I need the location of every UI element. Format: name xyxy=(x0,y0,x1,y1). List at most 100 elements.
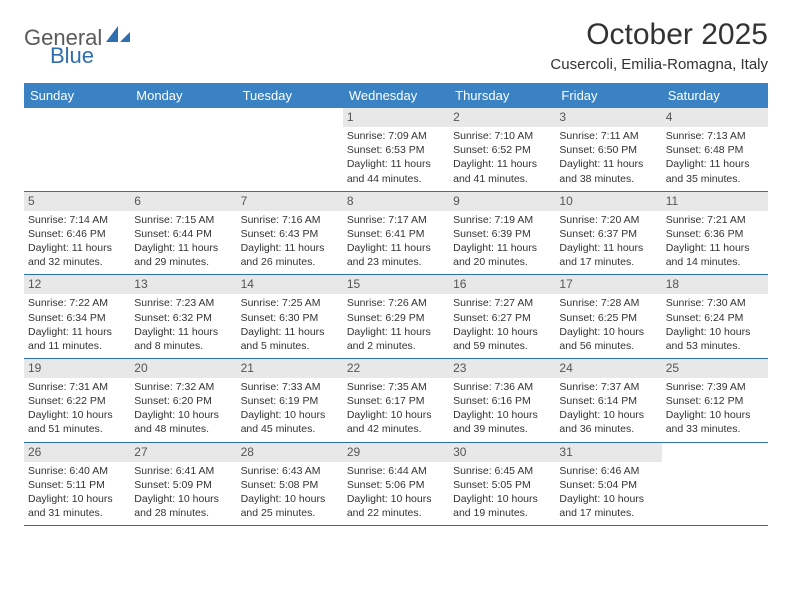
cell-text-d2: and 53 minutes. xyxy=(666,340,764,353)
page-header: General Blue October 2025 Cusercoli, Emi… xyxy=(24,18,768,79)
calendar-week-row: 5Sunrise: 7:14 AMSunset: 6:46 PMDaylight… xyxy=(24,192,768,276)
cell-text-sr: Sunrise: 7:32 AM xyxy=(134,381,232,394)
daynum-band: 18 xyxy=(662,275,768,294)
cell-text-ss: Sunset: 6:16 PM xyxy=(453,395,551,408)
calendar-day-cell: 11Sunrise: 7:21 AMSunset: 6:36 PMDayligh… xyxy=(662,192,768,275)
cell-text-ss: Sunset: 6:37 PM xyxy=(559,228,657,241)
cell-text-d1: Daylight: 10 hours xyxy=(559,326,657,339)
daynum-band: 27 xyxy=(130,443,236,462)
daynum-band: 12 xyxy=(24,275,130,294)
calendar-day-cell: 4Sunrise: 7:13 AMSunset: 6:48 PMDaylight… xyxy=(662,108,768,191)
calendar-day-cell: 14Sunrise: 7:25 AMSunset: 6:30 PMDayligh… xyxy=(237,275,343,358)
calendar-day-cell: 20Sunrise: 7:32 AMSunset: 6:20 PMDayligh… xyxy=(130,359,236,442)
cell-text-sr: Sunrise: 6:43 AM xyxy=(241,465,339,478)
calendar-day-cell: 30Sunrise: 6:45 AMSunset: 5:05 PMDayligh… xyxy=(449,443,555,526)
cell-text-d1: Daylight: 11 hours xyxy=(347,326,445,339)
cell-text-d2: and 22 minutes. xyxy=(347,507,445,520)
cell-text-ss: Sunset: 6:29 PM xyxy=(347,312,445,325)
cell-text-sr: Sunrise: 6:40 AM xyxy=(28,465,126,478)
cell-text-sr: Sunrise: 7:15 AM xyxy=(134,214,232,227)
day-number: 4 xyxy=(666,110,673,124)
cell-text-ss: Sunset: 6:52 PM xyxy=(453,144,551,157)
cell-text-ss: Sunset: 6:24 PM xyxy=(666,312,764,325)
cell-text-d2: and 56 minutes. xyxy=(559,340,657,353)
cell-text-sr: Sunrise: 7:33 AM xyxy=(241,381,339,394)
calendar-week-row: 26Sunrise: 6:40 AMSunset: 5:11 PMDayligh… xyxy=(24,443,768,527)
day-number: 18 xyxy=(666,277,679,291)
daynum-band: 21 xyxy=(237,359,343,378)
cell-text-sr: Sunrise: 7:30 AM xyxy=(666,297,764,310)
calendar-day-cell: 23Sunrise: 7:36 AMSunset: 6:16 PMDayligh… xyxy=(449,359,555,442)
daynum-band: 4 xyxy=(662,108,768,127)
cell-text-ss: Sunset: 5:09 PM xyxy=(134,479,232,492)
cell-text-sr: Sunrise: 7:10 AM xyxy=(453,130,551,143)
calendar-day-cell: 10Sunrise: 7:20 AMSunset: 6:37 PMDayligh… xyxy=(555,192,661,275)
calendar-day-cell: 16Sunrise: 7:27 AMSunset: 6:27 PMDayligh… xyxy=(449,275,555,358)
daynum-band: 17 xyxy=(555,275,661,294)
day-number: 9 xyxy=(453,194,460,208)
day-header-sunday: Sunday xyxy=(24,83,130,108)
cell-text-sr: Sunrise: 6:46 AM xyxy=(559,465,657,478)
calendar-day-cell: 7Sunrise: 7:16 AMSunset: 6:43 PMDaylight… xyxy=(237,192,343,275)
daynum-band: 1 xyxy=(343,108,449,127)
day-number: 13 xyxy=(134,277,147,291)
cell-text-d2: and 45 minutes. xyxy=(241,423,339,436)
cell-text-d2: and 36 minutes. xyxy=(559,423,657,436)
daynum-band: 5 xyxy=(24,192,130,211)
cell-text-d2: and 11 minutes. xyxy=(28,340,126,353)
cell-text-ss: Sunset: 6:43 PM xyxy=(241,228,339,241)
calendar-week-row: 12Sunrise: 7:22 AMSunset: 6:34 PMDayligh… xyxy=(24,275,768,359)
calendar-day-cell: 2Sunrise: 7:10 AMSunset: 6:52 PMDaylight… xyxy=(449,108,555,191)
day-number: 6 xyxy=(134,194,141,208)
cell-text-sr: Sunrise: 7:19 AM xyxy=(453,214,551,227)
cell-text-sr: Sunrise: 6:41 AM xyxy=(134,465,232,478)
cell-text-d2: and 32 minutes. xyxy=(28,256,126,269)
cell-text-sr: Sunrise: 7:25 AM xyxy=(241,297,339,310)
cell-text-d1: Daylight: 11 hours xyxy=(559,242,657,255)
calendar-day-cell: 25Sunrise: 7:39 AMSunset: 6:12 PMDayligh… xyxy=(662,359,768,442)
day-number: 8 xyxy=(347,194,354,208)
cell-text-sr: Sunrise: 7:27 AM xyxy=(453,297,551,310)
cell-text-d1: Daylight: 11 hours xyxy=(241,242,339,255)
cell-text-ss: Sunset: 6:34 PM xyxy=(28,312,126,325)
cell-text-d1: Daylight: 10 hours xyxy=(453,409,551,422)
month-title: October 2025 xyxy=(550,18,768,52)
cell-text-d2: and 42 minutes. xyxy=(347,423,445,436)
cell-text-sr: Sunrise: 7:13 AM xyxy=(666,130,764,143)
day-number: 17 xyxy=(559,277,572,291)
daynum-band: 28 xyxy=(237,443,343,462)
cell-text-sr: Sunrise: 7:21 AM xyxy=(666,214,764,227)
cell-text-d1: Daylight: 11 hours xyxy=(241,326,339,339)
cell-text-d1: Daylight: 11 hours xyxy=(28,326,126,339)
cell-text-sr: Sunrise: 6:44 AM xyxy=(347,465,445,478)
calendar-day-cell: 21Sunrise: 7:33 AMSunset: 6:19 PMDayligh… xyxy=(237,359,343,442)
cell-text-ss: Sunset: 6:22 PM xyxy=(28,395,126,408)
cell-text-d2: and 44 minutes. xyxy=(347,173,445,186)
cell-text-ss: Sunset: 6:14 PM xyxy=(559,395,657,408)
day-header-monday: Monday xyxy=(130,83,236,108)
daynum-band: 26 xyxy=(24,443,130,462)
calendar-empty-cell xyxy=(130,108,236,191)
cell-text-sr: Sunrise: 7:23 AM xyxy=(134,297,232,310)
cell-text-ss: Sunset: 5:06 PM xyxy=(347,479,445,492)
calendar-empty-cell xyxy=(662,443,768,526)
day-number: 3 xyxy=(559,110,566,124)
cell-text-d2: and 23 minutes. xyxy=(347,256,445,269)
cell-text-d1: Daylight: 10 hours xyxy=(134,493,232,506)
cell-text-d1: Daylight: 11 hours xyxy=(347,158,445,171)
cell-text-d1: Daylight: 11 hours xyxy=(347,242,445,255)
daynum-band: 9 xyxy=(449,192,555,211)
daynum-band: 11 xyxy=(662,192,768,211)
day-number: 16 xyxy=(453,277,466,291)
calendar-page: General Blue October 2025 Cusercoli, Emi… xyxy=(0,0,792,612)
cell-text-d1: Daylight: 10 hours xyxy=(347,493,445,506)
day-number: 14 xyxy=(241,277,254,291)
cell-text-d2: and 39 minutes. xyxy=(453,423,551,436)
daynum-band: 13 xyxy=(130,275,236,294)
daynum-band: 31 xyxy=(555,443,661,462)
cell-text-d2: and 5 minutes. xyxy=(241,340,339,353)
day-header-thursday: Thursday xyxy=(449,83,555,108)
daynum-band: 6 xyxy=(130,192,236,211)
calendar-table: SundayMondayTuesdayWednesdayThursdayFrid… xyxy=(24,83,768,526)
daynum-band: 24 xyxy=(555,359,661,378)
